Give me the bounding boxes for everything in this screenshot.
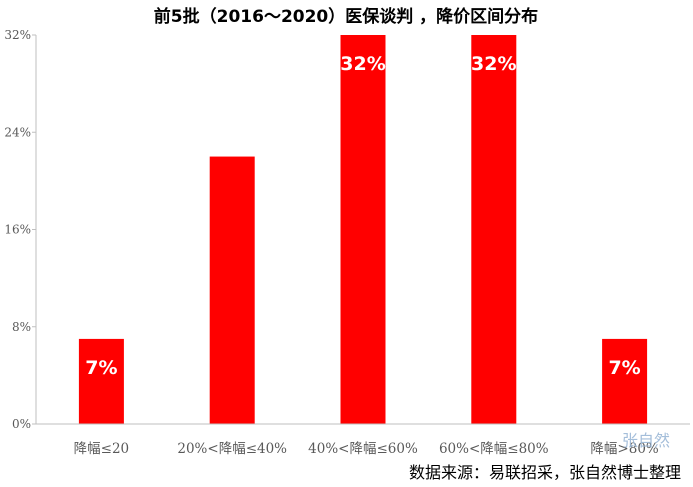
y-tick-label: 16% <box>4 223 31 237</box>
source-note: 数据来源：易联招采，张自然博士整理 <box>409 463 681 482</box>
x-tick-label: 60%<降幅≤80% <box>439 441 549 457</box>
y-axis: 0% 8% 16% 24% 32% <box>4 28 37 431</box>
data-label: 7% <box>85 357 117 379</box>
data-label: 7% <box>608 357 640 379</box>
bar <box>602 338 648 424</box>
bar <box>209 156 255 424</box>
x-tick-label: 40%<降幅≤60% <box>308 441 418 457</box>
bars: 7% 32% 32% 7% <box>78 35 648 424</box>
watermark: 张自然 <box>622 431 670 450</box>
data-label: 32% <box>471 53 516 75</box>
bar <box>471 35 517 424</box>
y-tick-label: 8% <box>12 320 31 334</box>
x-tick-label: 20%<降幅≤40% <box>177 441 287 457</box>
x-tick-label: 降幅≤20 <box>74 441 130 457</box>
y-tick-label: 24% <box>4 125 31 139</box>
bar <box>78 338 124 424</box>
x-tick-label: 降幅>80% <box>590 441 658 457</box>
x-axis: 降幅≤20 20%<降幅≤40% 40%<降幅≤60% 60%<降幅≤80% 降幅>80… <box>36 423 690 457</box>
bar <box>340 35 386 424</box>
chart-title: 前5批（2016～2020）医保谈判 ，降价区间分布 <box>154 6 538 27</box>
y-tick-label: 32% <box>4 28 31 42</box>
data-label: 32% <box>340 53 385 75</box>
y-tick-label: 0% <box>12 417 31 431</box>
